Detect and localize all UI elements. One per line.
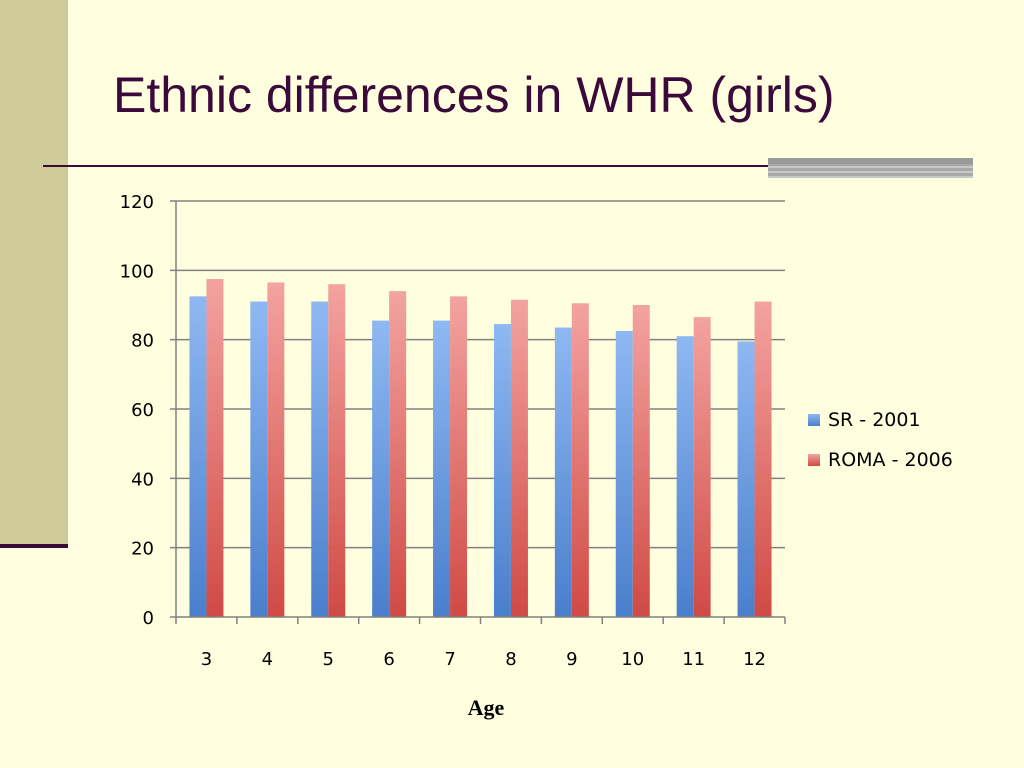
bar-sr-age-10 (615, 331, 633, 617)
bar-sr-age-6 (372, 320, 390, 617)
bar-sr-age-8 (493, 324, 511, 617)
x-tick-label-10: 10 (621, 649, 644, 670)
x-tick-label-3: 3 (201, 649, 212, 670)
accent-bar-top (768, 158, 973, 164)
legend-item-roma: ROMA - 2006 (808, 440, 953, 480)
x-tick-label-11: 11 (682, 649, 705, 670)
y-tick-label-100: 100 (120, 261, 154, 282)
axes (170, 200, 786, 624)
slide-title: Ethnic differences in WHR (girls) (113, 67, 835, 123)
tick-labels: 0 20 40 60 80 100 120 3 4 5 6 7 8 9 10 11 12 (120, 192, 766, 670)
x-tick-label-9: 9 (566, 649, 577, 670)
x-tick-label-8: 8 (505, 649, 516, 670)
legend-item-sr: SR - 2001 (808, 400, 953, 440)
bar-sr-age-11 (676, 336, 694, 617)
bar-sr-age-9 (554, 327, 572, 617)
bar-roma-age-4 (267, 282, 285, 617)
bar-roma-age-9 (571, 303, 589, 617)
title-underline (43, 165, 973, 167)
legend-swatch-roma (808, 454, 820, 466)
y-tick-label-20: 20 (131, 539, 154, 560)
bar-roma-age-3 (206, 279, 224, 617)
x-tick-label-5: 5 (323, 649, 334, 670)
legend-label-sr: SR - 2001 (828, 409, 921, 431)
y-tick-label-0: 0 (143, 608, 154, 629)
bar-roma-age-11 (693, 317, 711, 617)
left-decor-band (0, 0, 68, 546)
y-tick-label-60: 60 (131, 400, 154, 421)
bar-sr-age-7 (433, 320, 451, 617)
y-tick-label-120: 120 (120, 192, 154, 213)
legend: SR - 2001 ROMA - 2006 (808, 400, 953, 480)
bar-sr-age-12 (737, 341, 755, 617)
left-decor-rule (0, 544, 68, 548)
x-axis-label: Age (467, 695, 505, 720)
y-tick-label-80: 80 (131, 331, 154, 352)
bar-roma-age-12 (754, 301, 772, 617)
legend-label-roma: ROMA - 2006 (828, 449, 953, 471)
bar-sr-age-4 (250, 301, 268, 617)
bar-roma-age-8 (510, 299, 528, 617)
bar-roma-age-10 (632, 305, 650, 617)
x-tick-label-7: 7 (444, 649, 455, 670)
bar-roma-age-5 (328, 284, 346, 617)
bar-roma-age-7 (450, 296, 468, 617)
x-tick-label-4: 4 (262, 649, 273, 670)
y-tick-label-40: 40 (131, 469, 154, 490)
bars (189, 279, 772, 617)
bar-roma-age-6 (389, 291, 407, 617)
bar-sr-age-5 (311, 301, 329, 617)
x-tick-label-6: 6 (383, 649, 394, 670)
legend-swatch-sr (808, 414, 820, 426)
x-tick-label-12: 12 (743, 649, 766, 670)
bar-sr-age-3 (189, 296, 207, 617)
